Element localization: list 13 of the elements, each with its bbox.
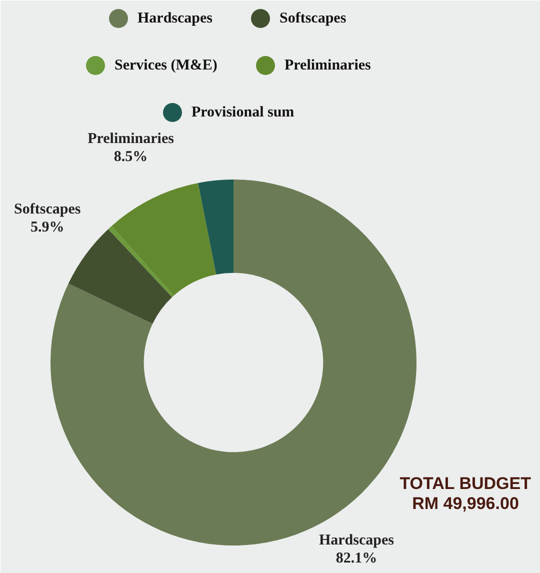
legend-label: Services (M&E) (114, 58, 218, 74)
data-label: 8.5% (114, 149, 148, 166)
slice-label: Softscapes (14, 201, 81, 218)
legend-label: Preliminaries (284, 58, 372, 74)
legend-label: Hardscapes (138, 10, 213, 26)
data-label: 82.1% (336, 550, 378, 567)
text: TOTAL BUDGET (400, 474, 532, 493)
legend-label: Provisional sum (192, 104, 295, 120)
legend-label: Softscapes (280, 10, 346, 26)
slice-label: Hardscapes (318, 532, 394, 549)
slice-label: Preliminaries (88, 131, 174, 148)
text: RM 49,996.00 (412, 494, 519, 513)
data-label: 5.9% (30, 219, 64, 236)
